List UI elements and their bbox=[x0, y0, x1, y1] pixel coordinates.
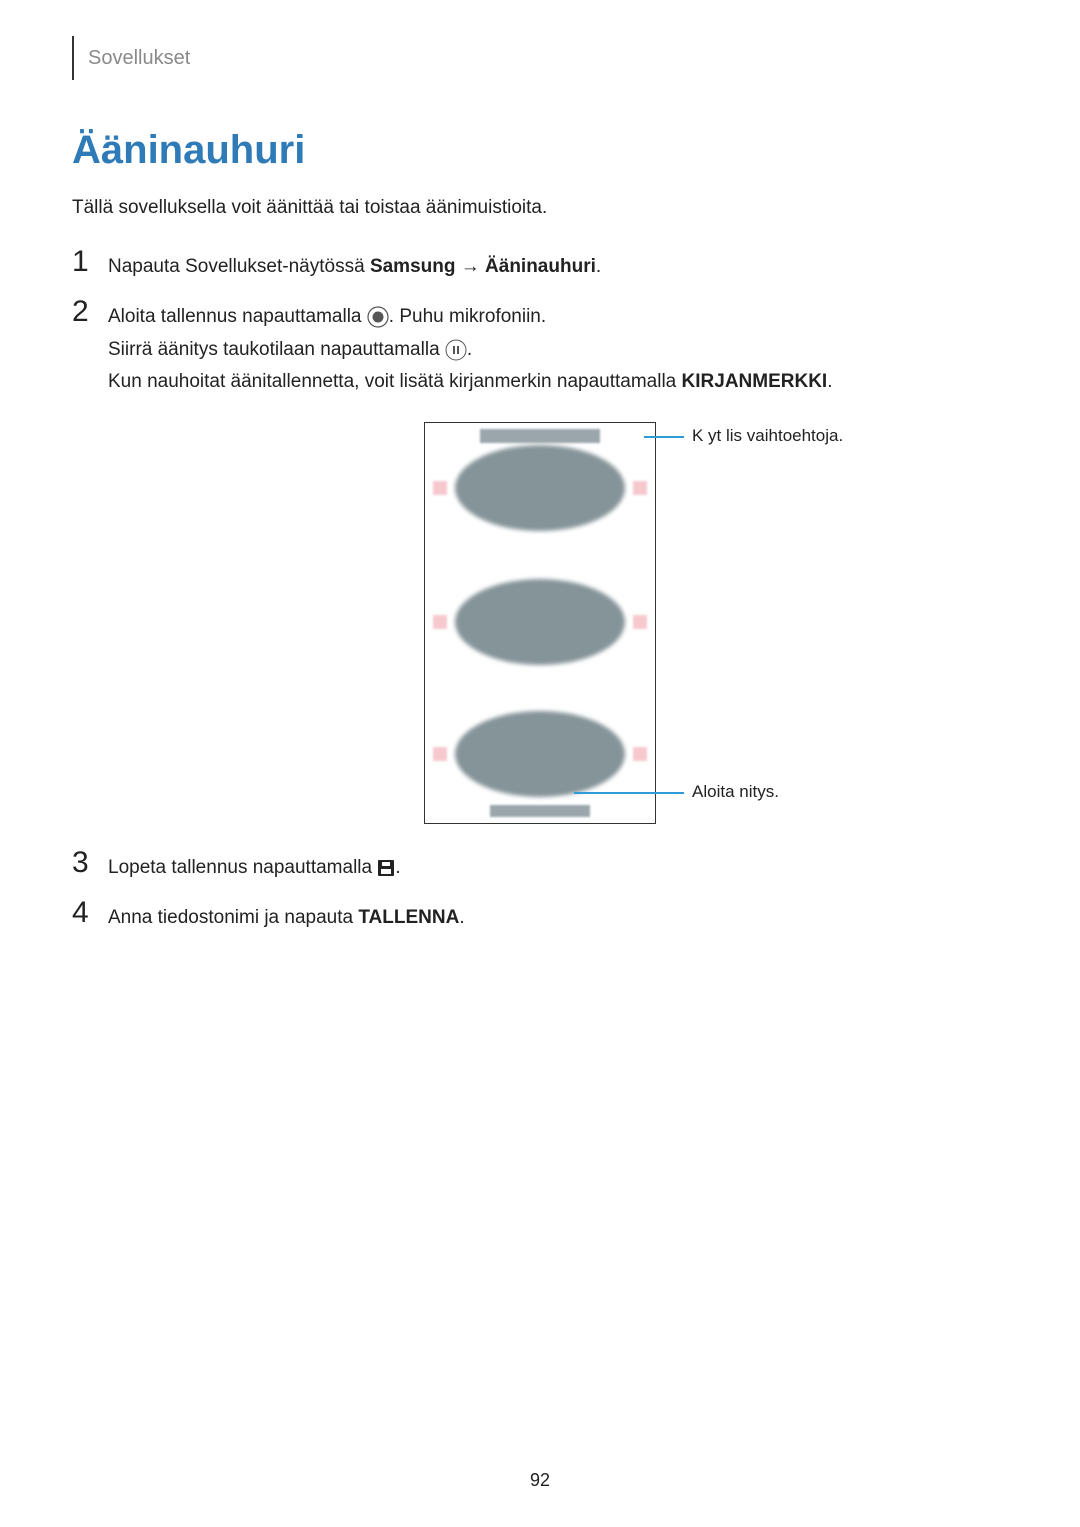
callout-line bbox=[644, 436, 684, 438]
text: → bbox=[455, 256, 485, 277]
text: . bbox=[827, 371, 832, 392]
pixelated-region bbox=[633, 747, 647, 761]
text: Anna tiedostonimi ja napauta bbox=[108, 907, 358, 928]
text-bold: KIRJANMERKKI bbox=[682, 371, 828, 392]
step-1: 1 Napauta Sovellukset-näytössä Samsung →… bbox=[72, 247, 1008, 283]
text: Lopeta tallennus napauttamalla bbox=[108, 857, 377, 878]
text-bold: TALLENNA bbox=[358, 907, 459, 928]
step-number: 1 bbox=[72, 247, 108, 277]
page-number: 92 bbox=[0, 1470, 1080, 1491]
text: . bbox=[467, 339, 472, 360]
step-number: 4 bbox=[72, 898, 108, 928]
text: . bbox=[395, 857, 400, 878]
header-bar: Sovellukset bbox=[72, 36, 1008, 80]
pixelated-region bbox=[633, 615, 647, 629]
phone-frame bbox=[424, 422, 656, 824]
intro-text: Tällä sovelluksella voit äänittää tai to… bbox=[72, 197, 1008, 219]
step-body: Lopeta tallennus napauttamalla . bbox=[108, 848, 401, 884]
record-button-icon bbox=[367, 306, 389, 328]
text: Aloita tallennus napauttamalla bbox=[108, 306, 367, 327]
step-3: 3 Lopeta tallennus napauttamalla . bbox=[72, 848, 1008, 884]
step-number: 3 bbox=[72, 848, 108, 878]
document-page: Sovellukset Ääninauhuri Tällä sovellukse… bbox=[0, 0, 1080, 1527]
figure: K yt lis vaihtoehtoja. Aloita nitys. bbox=[72, 422, 1008, 824]
callout-top-label: K yt lis vaihtoehtoja. bbox=[692, 426, 843, 446]
text: . bbox=[596, 256, 601, 277]
text: Napauta Sovellukset-näytössä bbox=[108, 256, 370, 277]
step-body: Aloita tallennus napauttamalla . Puhu mi… bbox=[108, 297, 833, 398]
step-body: Anna tiedostonimi ja napauta TALLENNA. bbox=[108, 898, 465, 934]
page-title: Ääninauhuri bbox=[72, 128, 1008, 173]
save-icon bbox=[377, 859, 395, 877]
callout-bottom-label: Aloita nitys. bbox=[692, 782, 779, 802]
text: Kun nauhoitat äänitallennetta, voit lisä… bbox=[108, 371, 682, 392]
pixelated-region bbox=[433, 615, 447, 629]
pixelated-region bbox=[455, 579, 625, 665]
text: . bbox=[459, 907, 464, 928]
text: . Puhu mikrofoniin. bbox=[389, 306, 546, 327]
header-section-label: Sovellukset bbox=[88, 47, 190, 70]
step-number: 2 bbox=[72, 297, 108, 327]
pixelated-region bbox=[433, 747, 447, 761]
step-4: 4 Anna tiedostonimi ja napauta TALLENNA. bbox=[72, 898, 1008, 934]
step-body: Napauta Sovellukset-näytössä Samsung → Ä… bbox=[108, 247, 601, 283]
text-bold: Ääninauhuri bbox=[485, 256, 596, 277]
pause-button-icon bbox=[445, 339, 467, 361]
pixelated-region bbox=[455, 445, 625, 531]
pixelated-region bbox=[433, 481, 447, 495]
pixelated-region bbox=[633, 481, 647, 495]
text-bold: Samsung bbox=[370, 256, 456, 277]
text: Siirrä äänitys taukotilaan napauttamalla bbox=[108, 339, 445, 360]
pixelated-region bbox=[455, 711, 625, 797]
callout-line bbox=[574, 792, 684, 794]
step-2: 2 Aloita tallennus napauttamalla . Puhu … bbox=[72, 297, 1008, 398]
